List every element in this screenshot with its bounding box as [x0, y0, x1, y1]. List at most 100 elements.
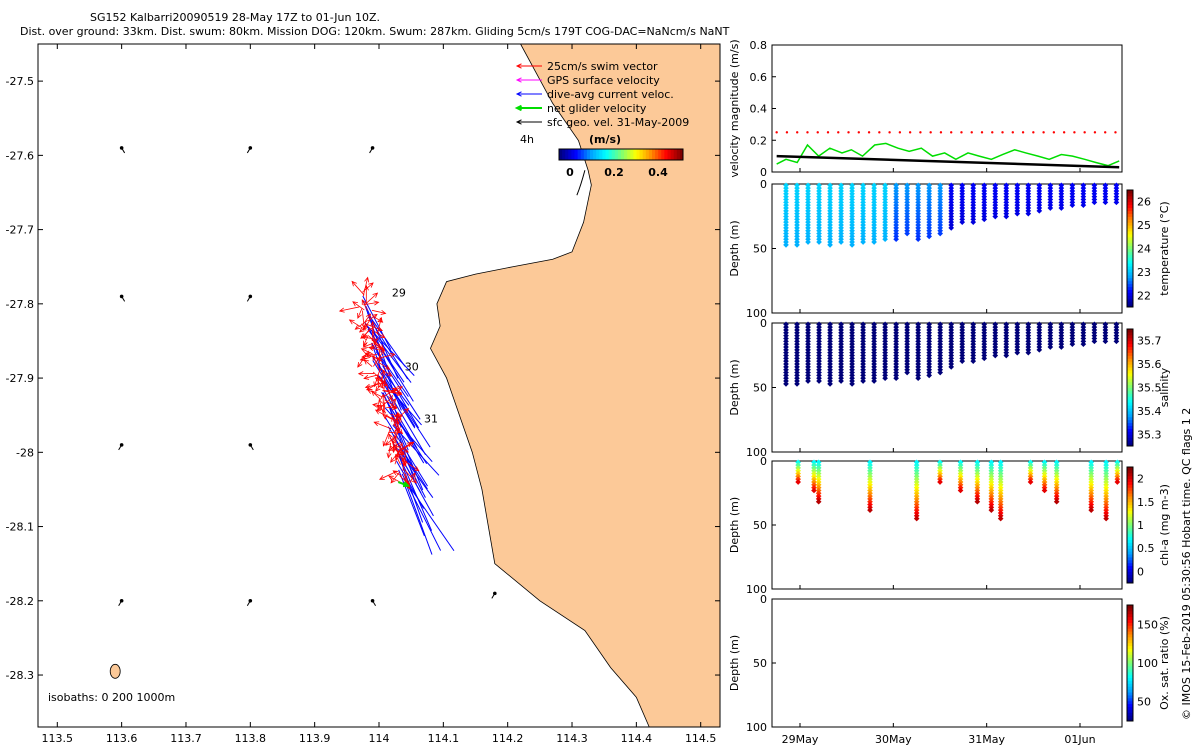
colorbar-segment: [1127, 674, 1133, 678]
colorbar-segment: [1127, 559, 1133, 564]
profile-point: [882, 219, 888, 226]
profile-point: [805, 208, 811, 214]
dive-avg-current-vector: [392, 424, 440, 476]
profile-point: [1003, 341, 1010, 347]
profile-point: [816, 205, 822, 211]
profile-point: [783, 364, 789, 370]
colorbar-segment: [658, 149, 662, 160]
colorbar-segment: [1127, 355, 1133, 359]
profile-point: [805, 349, 811, 356]
profile-point: [849, 366, 855, 373]
profile-point: [1069, 338, 1076, 345]
profile-point: [816, 213, 822, 220]
profile-point: [882, 349, 888, 356]
profile-point: [838, 239, 844, 245]
profile-point: [959, 321, 966, 328]
side-colorbar-tick: 2: [1137, 473, 1144, 486]
profile-point: [794, 352, 800, 359]
profile-point: [794, 188, 800, 194]
panel-frame: [771, 598, 1123, 728]
profile-point: [860, 352, 866, 359]
profile-point: [904, 213, 910, 220]
colorbar-segment: [1127, 257, 1133, 261]
target-speed-dot: [857, 131, 860, 134]
profile-point: [948, 188, 955, 194]
map-x-tick-label: 113.6: [106, 732, 138, 745]
profile-point: [860, 227, 866, 234]
profile-point: [970, 332, 977, 339]
swim-vector: [394, 435, 398, 453]
profile-point: [981, 349, 988, 356]
legend-label: 25cm/s swim vector: [547, 60, 658, 73]
profile-point: [805, 205, 811, 211]
profile-point: [893, 233, 899, 240]
profile-point: [849, 324, 855, 330]
swim-vector: [383, 380, 386, 392]
colorbar-segment: [1127, 213, 1133, 217]
profile-point: [893, 327, 899, 333]
profile-point: [783, 341, 789, 347]
swim-vector: [373, 349, 385, 367]
profile-point: [1080, 332, 1087, 339]
profile-point: [860, 355, 866, 362]
profile-point: [849, 225, 855, 231]
profile-point: [926, 225, 933, 231]
profile-point: [794, 347, 800, 353]
swim-vector-head: [338, 307, 345, 313]
profile-point: [860, 372, 866, 379]
profile-point: [937, 352, 944, 359]
profile-point: [915, 329, 921, 336]
panel-frame: [771, 460, 1123, 590]
profile-point: [860, 193, 866, 200]
swim-vector: [399, 441, 414, 453]
profile-point: [816, 349, 822, 356]
colorbar-segment: [1127, 399, 1133, 403]
profile-point: [871, 193, 877, 200]
profile-point: [783, 321, 789, 328]
profile-point: [1069, 324, 1076, 330]
profile-point: [882, 361, 888, 367]
profile-point: [816, 332, 822, 339]
colorbar-segment: [1127, 628, 1133, 632]
colorbar-segment: [664, 149, 668, 160]
profile-point: [970, 335, 977, 342]
profile-point: [1025, 344, 1032, 350]
legend-label: dive-avg current veloc.: [547, 88, 674, 101]
colorbar-segment: [571, 149, 575, 160]
swim-vector: [362, 336, 378, 340]
colorbar-segment: [559, 149, 563, 160]
colorbar-segment: [1127, 542, 1133, 546]
side-colorbar-label: salinity: [1158, 367, 1171, 407]
profile-point: [970, 329, 977, 336]
profile-point: [915, 324, 921, 330]
profile-point: [1014, 190, 1021, 197]
profile-point: [926, 352, 933, 359]
profile-point: [1036, 193, 1043, 200]
profile-point: [849, 205, 855, 211]
side-colorbar-label: chl-a (mg m-3): [1158, 484, 1171, 566]
profile-point: [1047, 190, 1054, 197]
profile-point: [1080, 190, 1087, 197]
profile-point: [1003, 210, 1010, 217]
profile-point: [1102, 338, 1109, 345]
profile-point: [805, 338, 811, 345]
profile-point: [849, 375, 855, 382]
profile-point: [915, 219, 921, 226]
panel-y-axis-label: Depth (m): [728, 497, 741, 553]
colorbar-segment: [1127, 692, 1133, 696]
side-colorbar-tick: 35.3: [1137, 428, 1162, 441]
colorbar-segment: [1127, 522, 1133, 526]
profile-point: [794, 349, 800, 356]
swim-vector-head: [363, 340, 368, 347]
colorbar-segment: [611, 149, 616, 160]
profile-point: [849, 327, 855, 333]
swim-vector: [403, 469, 417, 484]
profile-point: [948, 338, 955, 345]
swim-vector-head: [363, 374, 370, 380]
profile-point: [1047, 202, 1054, 208]
profile-point: [1058, 329, 1065, 336]
profile-point: [915, 349, 921, 356]
profile-point: [948, 329, 955, 336]
profile-point: [959, 324, 966, 330]
profile-point: [816, 352, 822, 359]
